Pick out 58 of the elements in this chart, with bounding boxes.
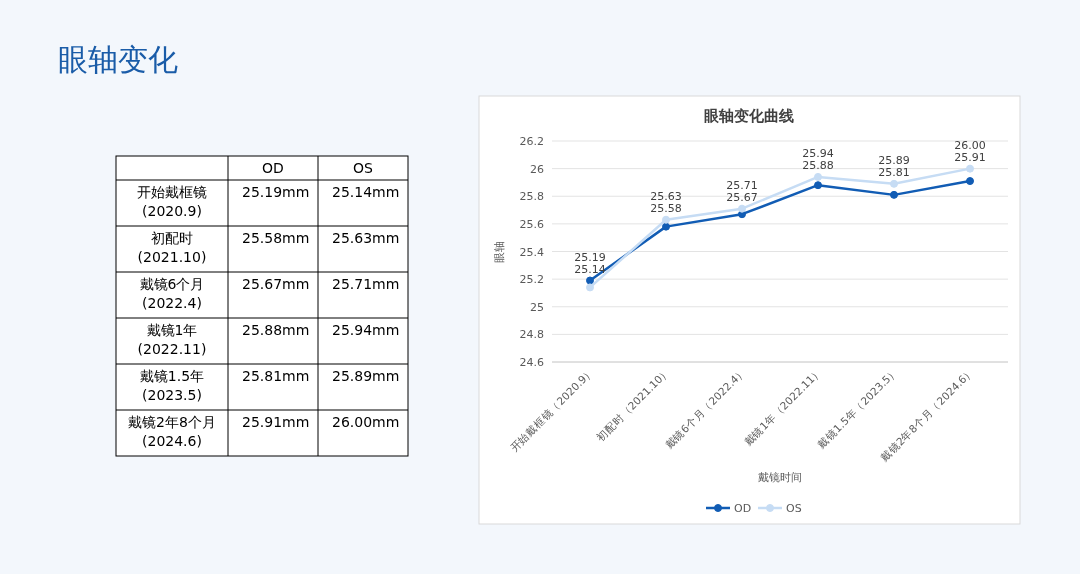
- legend-label: OS: [786, 502, 802, 515]
- y-tick-label: 25.8: [519, 190, 544, 204]
- y-tick-label: 25.4: [519, 245, 544, 259]
- y-tick-label: 25: [530, 300, 544, 314]
- y-tick-label: 26: [530, 162, 544, 176]
- chart-title: 眼轴变化曲线: [704, 107, 794, 125]
- y-tick-label: 24.8: [519, 328, 544, 342]
- text: 戴镜2年8个月 (2024.6): [128, 414, 216, 449]
- text: OS: [353, 160, 374, 176]
- text: 25.67mm: [242, 276, 310, 292]
- data-label: 25.89: [878, 153, 910, 167]
- text: 25.81mm: [242, 368, 310, 384]
- y-tick-label: 25.2: [519, 273, 544, 287]
- data-label: 25.81: [878, 165, 910, 179]
- data-label: 25.19: [574, 250, 606, 264]
- data-label: 25.58: [650, 201, 682, 215]
- y-tick-label: 26.2: [519, 135, 544, 148]
- text: 开始戴框镜 (2020.9): [137, 184, 207, 219]
- text: 25.88mm: [242, 322, 310, 338]
- point: [586, 283, 594, 292]
- data-label: 25.71: [726, 178, 758, 192]
- text: 25.63mm: [332, 230, 400, 246]
- data-label: 25.94: [802, 146, 834, 160]
- x-axis-title: 戴镜时间: [758, 471, 802, 484]
- text: 25.19mm: [242, 184, 310, 200]
- y-axis-title: 眼轴: [493, 240, 506, 263]
- point: [814, 172, 822, 181]
- point: [890, 190, 898, 199]
- y-tick-label: 24.6: [519, 356, 544, 369]
- text: 26.00mm: [332, 414, 400, 430]
- point: [966, 177, 974, 186]
- data-label: 25.63: [650, 189, 682, 203]
- text: 25.89mm: [332, 368, 400, 384]
- point: [662, 215, 670, 224]
- point: [738, 204, 746, 213]
- point: [662, 222, 670, 231]
- text: 25.14mm: [332, 184, 400, 200]
- text: 25.71mm: [332, 276, 400, 292]
- text: 眼轴变化: [58, 42, 178, 77]
- data-label: 25.14: [574, 262, 606, 276]
- point: [814, 181, 822, 190]
- data-label: 25.67: [726, 190, 758, 204]
- point: [966, 164, 974, 173]
- text: 25.91mm: [242, 414, 310, 430]
- text: 初配时 (2021.10): [137, 230, 207, 265]
- point: [586, 276, 594, 285]
- data-label: 26.00: [954, 138, 986, 152]
- legend-label: OD: [734, 502, 752, 515]
- text: OD: [262, 160, 284, 176]
- data-label: 25.88: [802, 158, 834, 172]
- y-tick-label: 25.6: [519, 217, 544, 231]
- text: 25.94mm: [332, 322, 400, 338]
- text: 25.58mm: [242, 230, 310, 246]
- point: [890, 179, 898, 188]
- text: 戴镜1年 (2022.11): [137, 322, 207, 357]
- text: 戴镜6个月 (2022.4): [139, 276, 205, 311]
- text: 戴镜1.5年 (2023.5): [139, 368, 205, 403]
- data-label: 25.91: [954, 150, 986, 164]
